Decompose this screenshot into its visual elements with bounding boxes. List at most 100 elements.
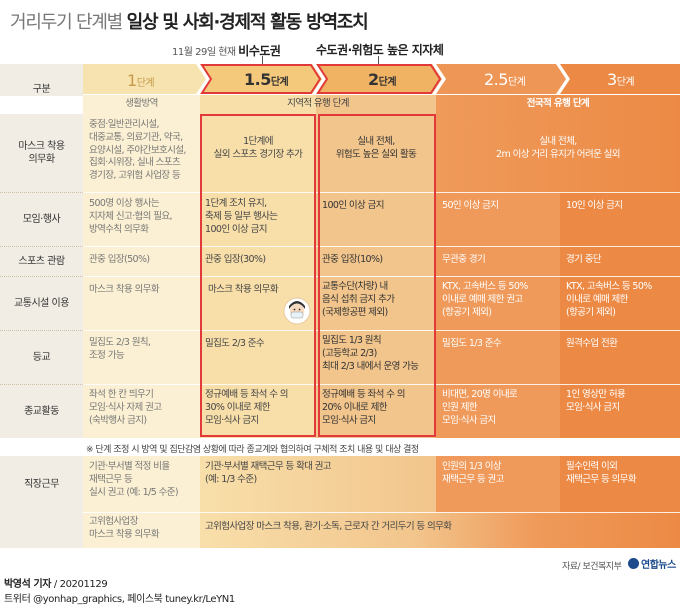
stage-label-25: 2.5단계: [484, 70, 526, 89]
gathering-stage15-line: 100인 이상 금지: [205, 223, 267, 235]
separator: [0, 192, 83, 193]
byline: 박영석 기자 / 20201129: [4, 579, 108, 590]
work-stage3: 필수인력 이외 재택근무 등 의무화: [560, 456, 680, 512]
transport-stage2-line: 교통수단(차량) 내: [322, 281, 388, 292]
religion-stage1: 좌석 한 칸 띄우기 모임·식사 자제 권고 (숙박행사 금지): [83, 384, 200, 438]
work-stage25: 인원의 1/3 이상 재택근무 등 권고: [436, 456, 560, 512]
transport-stage2: 교통수단(차량) 내 음식 섭취 금지 추가 (국제항공편 제외): [316, 276, 436, 330]
title-bold: 일상 및 사회·경제적 활동 방역조치: [126, 12, 369, 33]
row-label-mask-2: 의무화: [28, 154, 55, 165]
group-regional-bg-a: [200, 95, 316, 114]
stage-highlight-2: [316, 64, 442, 94]
stage-arrow-3: [560, 64, 680, 94]
group-national: 전국적 유행 단계: [436, 95, 680, 114]
school-stage1-line: 밀집도 2/3 원칙,: [89, 337, 151, 348]
gathering-stage1: 500명 이상 행사는 지자체 신고·협의 필요, 방역수칙 의무화: [83, 192, 200, 246]
work-highrisk-stage1-line: 고위험사업장: [89, 516, 138, 527]
transport-stage25-line: 이내로 예매 제한 권고: [442, 293, 523, 305]
stage-label-15: 1.5단계: [244, 70, 289, 89]
label-column-work: [0, 456, 83, 548]
work-stage15-line: 기관·부서별 재택근무 등 확대 권고: [205, 461, 332, 472]
sports-stage1: 관중 입장(50%): [83, 246, 200, 276]
mask-stage1: 중점·일반관리시설, 대중교통, 의료기관, 약국, 요양시설, 주야간보호시설…: [83, 114, 200, 192]
gathering-stage1-line: 지자체 신고·협의 필요,: [89, 210, 173, 222]
stage-num-2: 2: [368, 70, 379, 89]
logo-text: 연합뉴스: [641, 560, 676, 571]
transport-stage3: KTX, 고속버스 등 50% 이내로 예매 제한 (항공기 제외): [560, 276, 680, 330]
work-highrisk-stage1: 고위험사업장 마스크 착용 의무화: [83, 512, 200, 548]
religion-stage3: 1인 영상만 허용 모임·식사 금지: [560, 384, 680, 438]
work-stage25-line: 재택근무 등 권고: [442, 473, 504, 485]
school-stage1-line: 조정 가능: [89, 349, 125, 361]
work-stage1-line: 기관·부서별 적정 비율: [89, 461, 170, 472]
work-stage25-line: 인원의 1/3 이상: [442, 461, 502, 472]
gathering-stage1-line: 500명 이상 행사는: [89, 198, 160, 209]
work-stage3-line: 재택근무 등 의무화: [566, 473, 637, 485]
religion-stage15-line: 정규예배 등 좌석 수 의: [205, 389, 289, 400]
author: 박영석 기자: [4, 579, 52, 590]
annotation-line-2: [378, 56, 379, 64]
mask-stage1-line: 대중교통, 의료기관, 약국,: [89, 131, 183, 143]
row-label-mask: 마스크 착용 의무화: [0, 114, 83, 192]
stage-highlight-15: [200, 64, 322, 94]
gathering-stage2: 100인 이상 금지: [316, 192, 436, 246]
mask-stage1-line: 중점·일반관리시설,: [89, 119, 160, 130]
page-title: 거리두기 단계별 일상 및 사회·경제적 활동 방역조치: [10, 8, 369, 34]
religion-stage15: 정규예배 등 좌석 수 의 30% 이내로 제한 모임·식사 금지: [200, 384, 316, 438]
separator: [0, 384, 83, 385]
stage-unit-1: 단계: [136, 78, 155, 89]
mask-stage1-line: 요양시설, 주야간보호시설,: [89, 144, 186, 156]
separator: [83, 512, 680, 513]
group-daily: 생활방역: [83, 95, 200, 114]
annotation-line-1: [262, 56, 263, 64]
religion-stage1-line: 좌석 한 칸 띄우기: [89, 389, 154, 400]
school-stage1: 밀집도 2/3 원칙, 조정 가능: [83, 330, 200, 384]
sports-stage2: 관중 입장(10%): [316, 246, 436, 276]
group-regional: 지역적 유행 단계: [287, 98, 349, 109]
title-light: 거리두기 단계별: [10, 12, 123, 33]
work-stage1-line: 실시 권고 (예: 1/5 수준): [89, 486, 179, 498]
source: 자료/ 보건복지부: [562, 562, 622, 572]
stage-label-2: 2단계: [368, 70, 397, 89]
stage-unit-15: 단계: [270, 77, 289, 88]
masked-person-icon: [283, 297, 311, 325]
stage-num-3: 3: [607, 70, 617, 89]
religion-stage2-line: 모임·식사 금지: [322, 414, 376, 426]
religion-stage3-line: 1인 영상만 허용: [566, 389, 626, 400]
work-stage15-2: 기관·부서별 재택근무 등 확대 권고 (예: 1/3 수준): [200, 456, 436, 512]
footnote: ※ 단계 조정 시 방역 및 집단감염 상황에 따라 종교계와 협의하여 구체적…: [86, 445, 419, 455]
header-label-bg: [0, 64, 83, 96]
mask-stage25-line: 실내 전체,: [539, 136, 577, 147]
stage-arrow-1: [83, 64, 206, 94]
transport-stage1: 마스크 착용 의무화: [83, 276, 200, 330]
transport-stage3-line: (항공기 제외): [566, 306, 616, 318]
separator: [83, 192, 680, 193]
religion-stage1-line: (숙박행사 금지): [89, 414, 147, 426]
school-stage15: 밀집도 2/3 준수: [200, 330, 316, 384]
transport-stage3-line: 이내로 예매 제한: [566, 293, 628, 305]
separator: [83, 330, 680, 331]
mask-stage1-line: 집회·시위장, 실내 스포츠: [89, 157, 181, 169]
work-stage1: 기관·부서별 적정 비율 재택근무 등 실시 권고 (예: 1/5 수준): [83, 456, 200, 512]
separator: [0, 246, 83, 247]
row-label-mask-1: 마스크 착용: [18, 141, 65, 152]
mask-stage2-line: 위험도 높은 실외 활동: [335, 148, 417, 160]
annotation-nonmetro: 11월 29일 현재 비수도권: [172, 42, 281, 59]
annotation-metro: 수도권·위험도 높은 지자체: [316, 41, 444, 58]
mask-stage2: 실내 전체, 위험도 높은 실외 활동: [316, 114, 436, 192]
gathering-stage1-line: 방역수칙 의무화: [89, 223, 149, 235]
work-stage1-line: 재택근무 등: [89, 473, 133, 485]
stage-label-1: 1단계: [127, 71, 155, 90]
group-regional-bg-b: [316, 95, 436, 114]
separator: [0, 276, 83, 277]
mask-stage15-line: 실외 스포츠 경기장 추가: [213, 148, 303, 160]
separator: [83, 246, 680, 247]
transport-stage2-line: (국제항공편 제외): [322, 306, 388, 318]
stage-arrow-25: [436, 64, 566, 94]
gathering-stage15: 1단계 조치 유지, 축제 등 일부 행사는 100인 이상 금지: [200, 192, 316, 246]
religion-stage25-line: 비대면, 20명 이내로: [442, 389, 518, 400]
row-label-gathering: 모임·행사: [22, 213, 61, 225]
mask-stage25-3: 실내 전체, 2m 이상 거리 유지가 어려운 실외: [436, 114, 680, 192]
annotation-metro-label: 수도권·위험도 높은 지자체: [316, 43, 444, 57]
logo-mark-icon: [628, 558, 639, 569]
